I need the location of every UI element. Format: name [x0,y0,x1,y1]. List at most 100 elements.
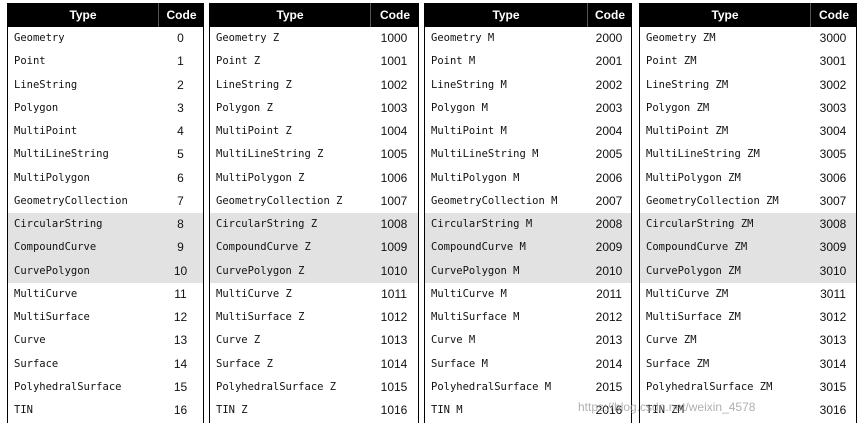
type-cell: CompoundCurve M [431,241,526,254]
table-row: CircularString M 2008 [425,213,631,237]
code-cell: 2008 [595,217,623,231]
type-cell: PolyhedralSurface Z [216,380,337,393]
type-cell: Polygon M [431,101,488,114]
type-cell: GeometryCollection M [431,194,558,207]
table-header: Type Code [8,3,203,27]
type-cell: CircularString ZM [646,218,754,230]
table-row: TIN ZM 3016 [640,399,856,422]
table-row: MultiPolygon Z 1006 [210,167,418,190]
type-cell: Surface ZM [646,357,710,370]
code-cell: 1009 [380,240,408,255]
header-type: Type [711,8,739,22]
type-cell: Point Z [216,55,261,68]
type-cell: Point [14,55,46,68]
type-cell: TIN ZM [646,404,684,416]
table-row: CompoundCurve 9 [8,236,203,260]
code-cell: 8 [177,217,184,231]
table-row: Surface Z 1014 [210,353,418,376]
code-cell: 0 [177,31,184,45]
type-cell: CurvePolygon ZM [646,264,741,277]
table-row: MultiCurve 11 [8,283,203,306]
code-cell: 1012 [380,310,408,324]
table-row: Surface 14 [8,353,203,376]
header-code: Code [370,3,418,27]
table-row: Geometry Z 1000 [210,27,418,50]
code-cell: 3008 [819,217,847,231]
table-row: MultiPoint Z 1004 [210,120,418,143]
header-type: Type [69,8,97,22]
table-row: CompoundCurve ZM 3009 [640,236,856,260]
code-cell: 3015 [819,379,847,394]
table-row: Surface ZM 3014 [640,353,856,376]
table-row: MultiPoint M 2004 [425,120,631,143]
type-cell: Curve [14,334,46,347]
code-cell: 1015 [380,379,408,394]
type-cell: MultiPoint [14,125,78,137]
code-cell: 2009 [595,240,623,255]
type-cell: MultiSurface ZM [646,311,741,323]
type-cell: MultiLineString [14,148,109,161]
table-row: CircularString ZM 3008 [640,213,856,237]
type-cell: LineString [14,78,78,91]
table-row: Polygon 3 [8,97,203,120]
table-row: GeometryCollection 7 [8,190,203,213]
table-row: MultiPolygon M 2006 [425,167,631,190]
table-row: TIN Z 1016 [210,399,418,422]
table-row: MultiSurface Z 1012 [210,306,418,329]
type-cell: TIN [14,404,33,416]
code-cell: 4 [177,124,184,138]
type-cell: TIN M [431,404,463,416]
type-cell: MultiPolygon Z [216,171,305,184]
code-cell: 2012 [595,310,623,324]
table-row: MultiLineString 5 [8,143,203,166]
type-cell: MultiCurve M [431,287,507,300]
code-cell: 1003 [380,100,408,115]
type-cell: LineString Z [216,78,292,91]
type-cell: PolyhedralSurface [14,380,122,393]
type-cell: MultiLineString Z [216,148,324,161]
type-cell: Surface Z [216,357,273,370]
code-cell: 2000 [595,31,623,45]
table-row: PolyhedralSurface 15 [8,376,203,399]
table-row: CurvePolygon 10 [8,259,203,283]
code-cell: 2 [177,77,184,92]
type-cell: TIN Z [216,404,248,416]
code-cell: 2002 [595,77,623,92]
type-cell: Polygon ZM [646,101,710,114]
type-cell: MultiPoint M [431,125,507,137]
type-cell: MultiLineString M [431,148,539,161]
header-type: Type [492,8,520,22]
code-cell: 14 [173,356,188,371]
code-cell: 3009 [819,240,847,255]
code-cell: 3004 [819,124,847,138]
type-cell: Curve M [431,334,476,347]
code-cell: 1 [177,54,184,69]
table-row: MultiCurve Z 1011 [210,283,418,306]
table-row: CircularString Z 1008 [210,213,418,237]
code-cell: 15 [173,379,188,394]
code-cell: 2007 [595,193,623,208]
code-cell: 1008 [380,217,408,231]
code-cell: 3012 [819,310,847,324]
type-cell: MultiPolygon [14,171,90,184]
table-row: Point 1 [8,50,203,73]
type-cell: PolyhedralSurface ZM [646,380,773,393]
type-cell: MultiPoint Z [216,125,292,137]
type-cell: LineString M [431,78,507,91]
table-row: CircularString 8 [8,213,203,237]
type-cell: MultiLineString ZM [646,148,760,161]
code-cell: 3010 [819,263,847,278]
table-row: CurvePolygon Z 1010 [210,259,418,283]
type-cell: LineString ZM [646,78,729,91]
table-row: TIN M 2016 [425,399,631,422]
type-cell: Point M [431,55,476,68]
header-code: Code [587,3,631,27]
code-cell: 5 [177,147,184,162]
type-cell: CurvePolygon Z [216,264,305,277]
code-cell: 3014 [819,356,847,371]
code-cell: 2001 [595,54,623,69]
table-header: Type Code [640,3,856,27]
table-row: Curve ZM 3013 [640,329,856,352]
table-row: Polygon ZM 3003 [640,97,856,120]
geometry-table: Type Code Geometry 0 Point 1 LineString 2 Polygo… [7,3,204,423]
